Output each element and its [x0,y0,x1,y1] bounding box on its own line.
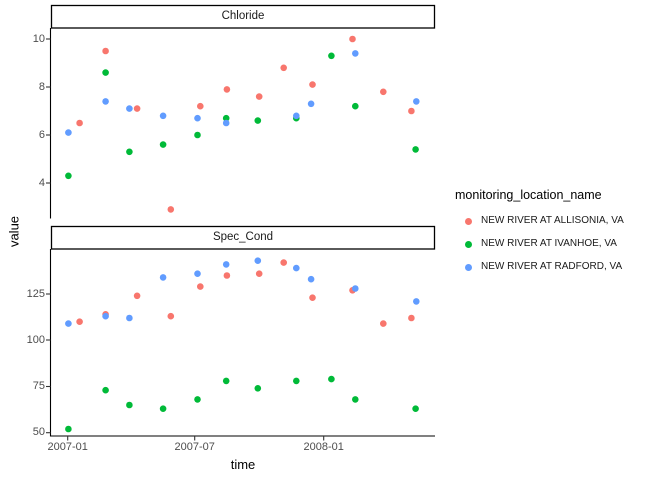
data-point [194,270,201,278]
data-point [133,105,141,112]
data-point [159,274,167,281]
x-tick-label: 2008-01 [303,441,344,453]
data-point [167,312,175,320]
data-point [65,129,72,136]
data-point [309,81,316,88]
data-point [76,119,83,127]
data-point [222,377,230,385]
data-point [126,314,133,322]
data-point [309,294,316,302]
chloride-points [65,35,420,213]
facet-title-chloride: Chloride [221,10,265,22]
data-point [126,105,133,112]
data-point [222,261,230,268]
data-point [194,131,201,139]
data-point [380,320,387,327]
data-point [223,86,231,93]
data-point [352,285,359,292]
data-point [197,283,204,290]
data-point [255,93,263,100]
data-point [167,206,175,213]
x-tick-marks [67,436,325,441]
data-point [293,377,300,385]
data-point [133,292,141,300]
data-point [102,47,109,55]
data-point [76,318,83,326]
legend-item-ivanhoe: NEW RIVER AT IVANHOE, VA [481,238,617,249]
data-point [352,396,359,403]
data-point [102,386,109,394]
data-point [328,375,335,383]
x-tick-label: 2007-07 [174,441,215,453]
facet-strip-spec-cond [50,225,436,250]
data-point [280,64,288,72]
legend-key-allisonia-icon [465,217,472,225]
legend-key-radford-icon [465,263,472,271]
y-tick-label: 100 [26,333,45,346]
data-point [349,35,356,43]
legend-item-radford: NEW RIVER AT RADFORD, VA [481,261,623,272]
legend-item-allisonia: NEW RIVER AT ALLISONIA, VA [481,215,624,226]
data-point [223,272,231,279]
data-point [102,69,109,76]
data-point [307,275,315,283]
data-point [159,405,167,413]
data-point [293,264,300,272]
y-tick-label: 75 [32,380,45,392]
data-point [65,425,72,433]
data-point [413,298,420,305]
data-point [412,405,419,413]
data-point [293,112,300,120]
y-tick-label: 6 [38,128,45,141]
data-point [328,52,335,60]
data-point [65,172,72,180]
y-axis-title: value [6,215,22,248]
y-tick-label: 50 [32,426,45,438]
x-axis-title: time [230,457,256,472]
data-point [159,112,167,120]
data-point [412,146,419,153]
data-point [280,259,288,266]
data-point [380,88,387,96]
data-point [102,312,109,320]
data-point [255,270,263,278]
data-point [254,257,262,265]
data-point [159,141,167,148]
data-point [254,117,262,124]
y-tick-label: 8 [38,80,45,93]
data-point [197,102,204,110]
data-point [102,98,109,105]
facet-title-spec-cond: Spec_Cond [212,231,274,243]
data-point [126,401,133,409]
legend-key-ivanhoe-icon [465,240,472,248]
data-point [222,114,230,122]
data-point [126,148,133,156]
data-point [352,50,359,57]
data-point [222,119,230,127]
data-point [352,102,359,110]
data-point [254,385,262,392]
y-tick-label: 4 [38,176,45,189]
data-point [194,114,201,122]
legend-title: monitoring_location_name [455,188,602,202]
data-point [65,320,72,327]
facet-strip-chloride [50,4,436,29]
data-point [194,396,201,403]
y-tick-label: 125 [26,287,45,300]
data-point [408,107,415,115]
spec-cond-points [65,257,420,433]
x-tick-label: 2007-01 [47,441,88,453]
y-tick-label: 10 [32,32,45,45]
y-tick-marks-panel1 [46,38,51,184]
y-tick-marks-panel2 [46,293,51,434]
data-point [408,314,415,322]
data-point [413,98,420,105]
data-point [307,100,315,108]
